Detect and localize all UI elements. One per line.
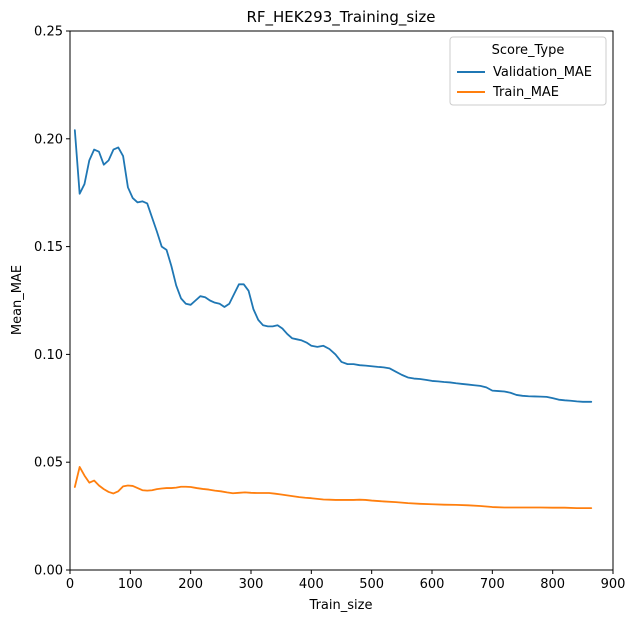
x-tick-label: 200: [178, 577, 203, 592]
x-tick-label: 800: [540, 577, 565, 592]
x-tick-label: 300: [239, 577, 264, 592]
y-tick-label: 0.00: [34, 564, 63, 579]
legend-label-train-mae: Train_MAE: [492, 85, 559, 100]
y-axis-label: Mean_MAE: [10, 265, 25, 335]
x-axis-label: Train_size: [309, 598, 373, 613]
legend-title: Score_Type: [492, 43, 565, 58]
legend-label-validation-mae: Validation_MAE: [493, 65, 592, 80]
plot-area: [70, 31, 613, 570]
y-tick-label: 0.10: [34, 348, 63, 363]
x-tick-label: 500: [359, 577, 384, 592]
x-tick-label: 700: [480, 577, 505, 592]
chart-title: RF_HEK293_Training_size: [246, 8, 435, 27]
legend-box: [449, 36, 607, 106]
x-axis: 0 100 200 300 400 500 600 700 800 900: [66, 570, 626, 592]
legend: Score_Type Validation_MAE Train_MAE: [449, 36, 607, 106]
y-tick-label: 0.25: [34, 25, 63, 40]
x-tick-label: 400: [299, 577, 324, 592]
series-line-validation-mae: [73, 129, 593, 403]
x-tick-label: 100: [118, 577, 143, 592]
x-tick-label: 900: [601, 577, 626, 592]
series-layer: [73, 129, 593, 510]
x-tick-label: 0: [66, 577, 74, 592]
plot-frame: [70, 31, 613, 570]
y-tick-label: 0.20: [34, 132, 63, 147]
series-line-train-mae: [73, 466, 593, 510]
plot-border: [69, 30, 614, 571]
y-tick-label: 0.05: [34, 456, 63, 471]
x-tick-label: 600: [420, 577, 445, 592]
y-tick-label: 0.15: [34, 240, 63, 255]
y-axis: 0.00 0.05 0.10 0.15 0.20 0.25: [34, 25, 70, 579]
